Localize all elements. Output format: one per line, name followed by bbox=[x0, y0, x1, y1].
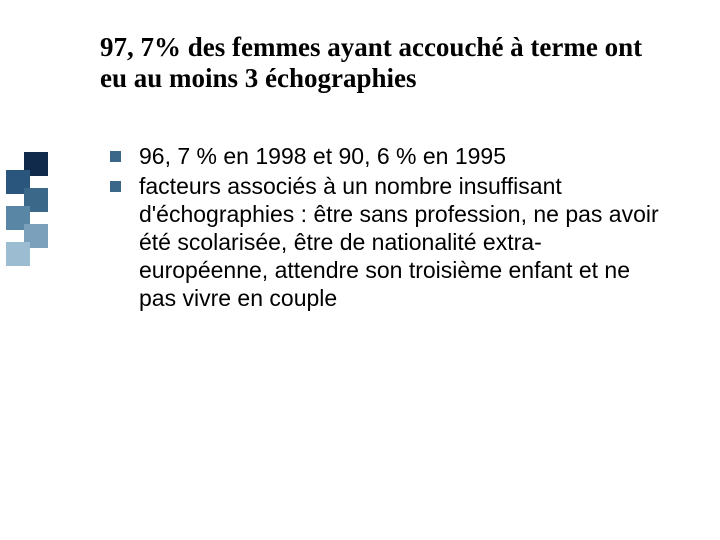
decor-square bbox=[6, 242, 30, 266]
list-item: facteurs associés à un nombre insuffisan… bbox=[110, 172, 670, 312]
bullet-list: 96, 7 % en 1998 et 90, 6 % en 1995 facte… bbox=[110, 142, 670, 314]
bullet-text: 96, 7 % en 1998 et 90, 6 % en 1995 bbox=[139, 142, 670, 170]
bullet-icon bbox=[110, 151, 121, 162]
slide-title: 97, 7% des femmes ayant accouché à terme… bbox=[100, 32, 670, 94]
list-item: 96, 7 % en 1998 et 90, 6 % en 1995 bbox=[110, 142, 670, 170]
bullet-icon bbox=[110, 181, 121, 192]
bullet-text: facteurs associés à un nombre insuffisan… bbox=[139, 172, 670, 312]
